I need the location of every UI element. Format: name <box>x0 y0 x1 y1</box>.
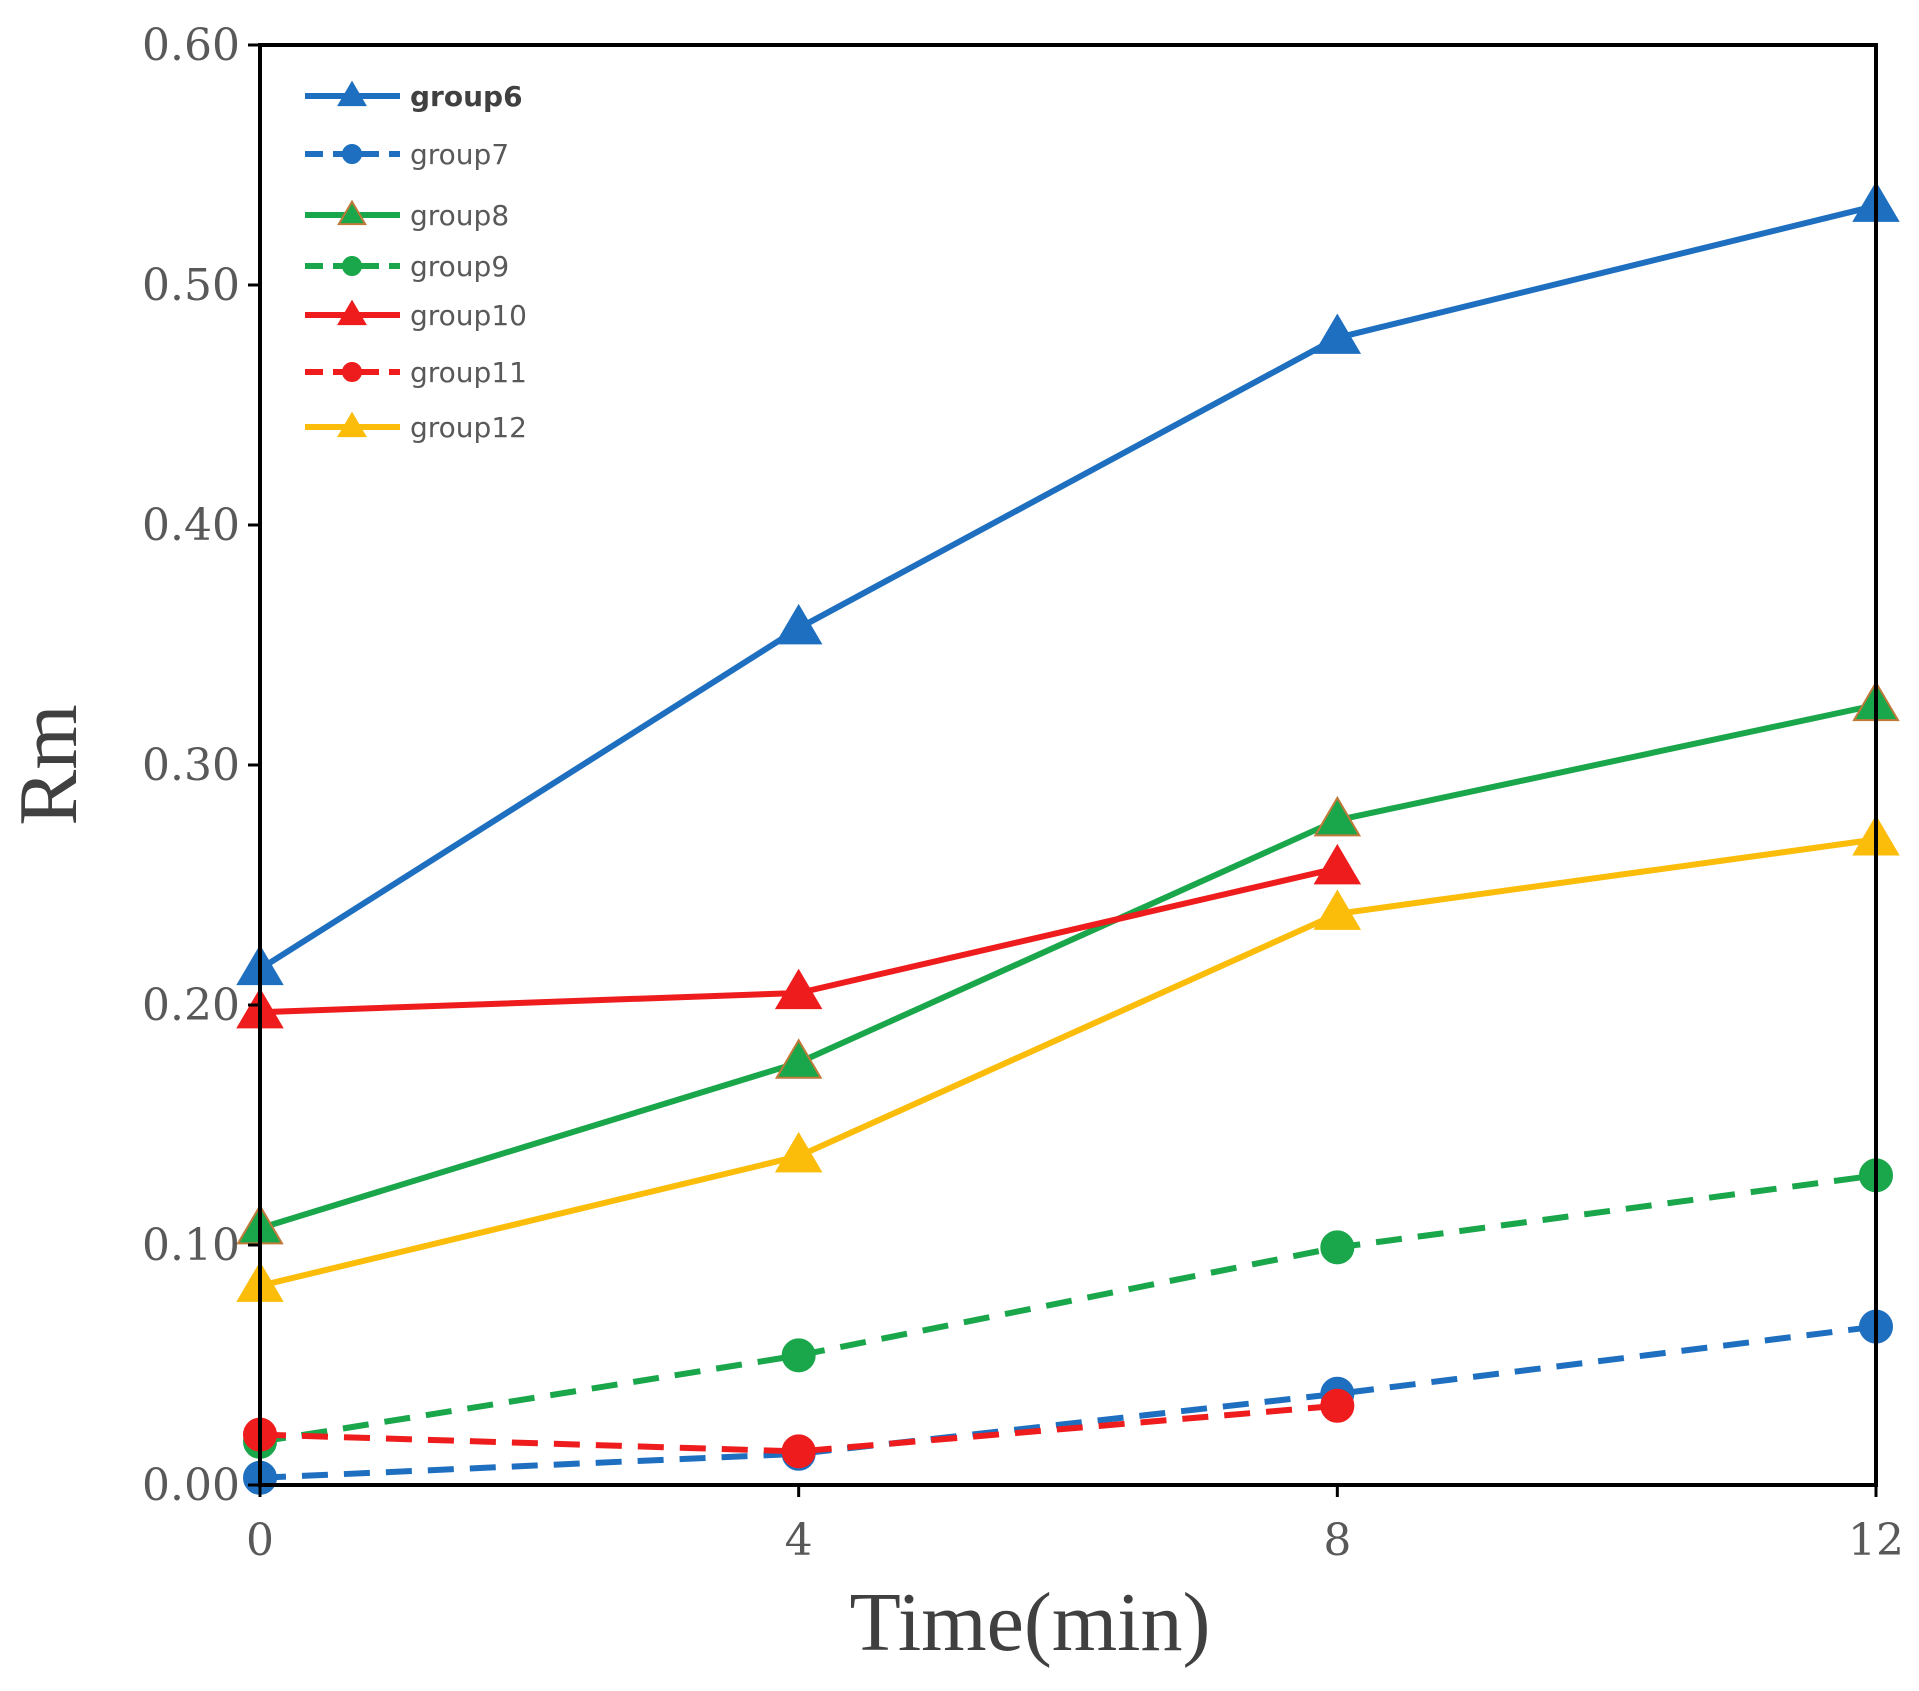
data-point-group9 <box>781 1338 816 1373</box>
data-point-group10 <box>1313 843 1362 885</box>
legend-item-group11: group11 <box>305 356 527 389</box>
series-line-group11 <box>259 1402 1338 1455</box>
legend-item-group7: group7 <box>305 138 509 171</box>
legend-label: group7 <box>410 138 509 171</box>
legend-item-group6: group6 <box>305 80 523 113</box>
legend-swatch-marker <box>337 411 367 438</box>
series-line-group8 <box>259 702 1877 1232</box>
y-tick-label: 0.30 <box>142 740 240 791</box>
data-point-group9 <box>1320 1230 1355 1265</box>
y-tick-label: 0.20 <box>142 980 240 1031</box>
data-point-group11 <box>781 1434 816 1469</box>
series-line-group9 <box>259 1172 1877 1445</box>
y-tick-label: 0.50 <box>142 260 240 311</box>
data-point-group6 <box>774 603 823 645</box>
x-axis-title: Time(min) <box>850 1576 1211 1669</box>
series-line-group12 <box>259 836 1877 1289</box>
legend-item-group10: group10 <box>305 299 527 332</box>
y-tick-label: 0.60 <box>142 20 240 71</box>
series-group12 <box>236 815 1900 1302</box>
x-tick-label: 0 <box>246 1515 274 1566</box>
legend: group6 group7 group8 group9 group10 group11 gr… <box>305 80 527 444</box>
x-tick-label: 8 <box>1323 1515 1351 1566</box>
series-line-group6 <box>258 202 1877 972</box>
y-tick-label: 0.10 <box>142 1220 240 1271</box>
legend-swatch-marker <box>337 299 367 326</box>
legend-item-group12: group12 <box>305 411 527 444</box>
legend-item-group9: group9 <box>305 250 509 283</box>
legend-label: group9 <box>410 250 509 283</box>
data-point-group12 <box>774 1131 823 1173</box>
legend-swatch-marker <box>342 362 362 382</box>
legend-label: group11 <box>410 356 527 389</box>
legend-label: group6 <box>410 80 523 113</box>
legend-swatch-marker <box>342 144 362 164</box>
series-group9 <box>243 1158 1893 1459</box>
data-point-group8 <box>774 1038 823 1079</box>
series-line-group7 <box>259 1323 1877 1481</box>
series-group8 <box>236 680 1900 1245</box>
y-axis-title: Rm <box>2 704 95 825</box>
legend-swatch-marker <box>337 80 367 107</box>
legend-label: group10 <box>410 299 527 332</box>
legend-label: group8 <box>410 199 509 232</box>
legend-label: group12 <box>410 411 527 444</box>
data-point-group6 <box>1313 313 1362 354</box>
x-tick-label: 12 <box>1848 1515 1904 1566</box>
data-point-group12 <box>1313 889 1362 930</box>
data-point-group8 <box>1313 795 1362 837</box>
legend-item-group8: group8 <box>305 199 509 232</box>
data-point-group11 <box>1320 1388 1355 1423</box>
series-group11 <box>243 1388 1355 1469</box>
tick-layer: 0.00 0.10 0.20 0.30 0.40 0.50 0.60 0 4 8 12 <box>142 20 1904 1566</box>
legend-swatch-marker <box>342 256 362 276</box>
y-tick-label: 0.40 <box>142 500 240 551</box>
x-tick-label: 4 <box>785 1515 813 1566</box>
y-tick-label: 0.00 <box>142 1460 240 1511</box>
legend-swatch-marker <box>337 199 367 226</box>
data-point-group10 <box>774 968 823 1010</box>
